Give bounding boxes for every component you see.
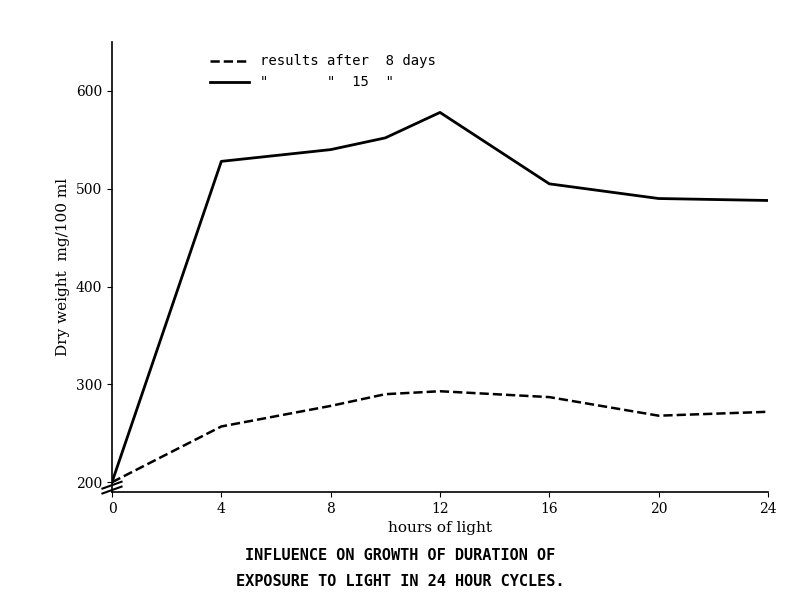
Y-axis label: Dry weight  mg/100 ml: Dry weight mg/100 ml bbox=[56, 178, 70, 356]
Text: INFLUENCE ON GROWTH OF DURATION OF: INFLUENCE ON GROWTH OF DURATION OF bbox=[245, 547, 555, 563]
Legend: results after  8 days, "       "  15  ": results after 8 days, " " 15 " bbox=[204, 49, 442, 95]
Text: EXPOSURE TO LIGHT IN 24 HOUR CYCLES.: EXPOSURE TO LIGHT IN 24 HOUR CYCLES. bbox=[236, 575, 564, 589]
X-axis label: hours of light: hours of light bbox=[388, 521, 492, 535]
